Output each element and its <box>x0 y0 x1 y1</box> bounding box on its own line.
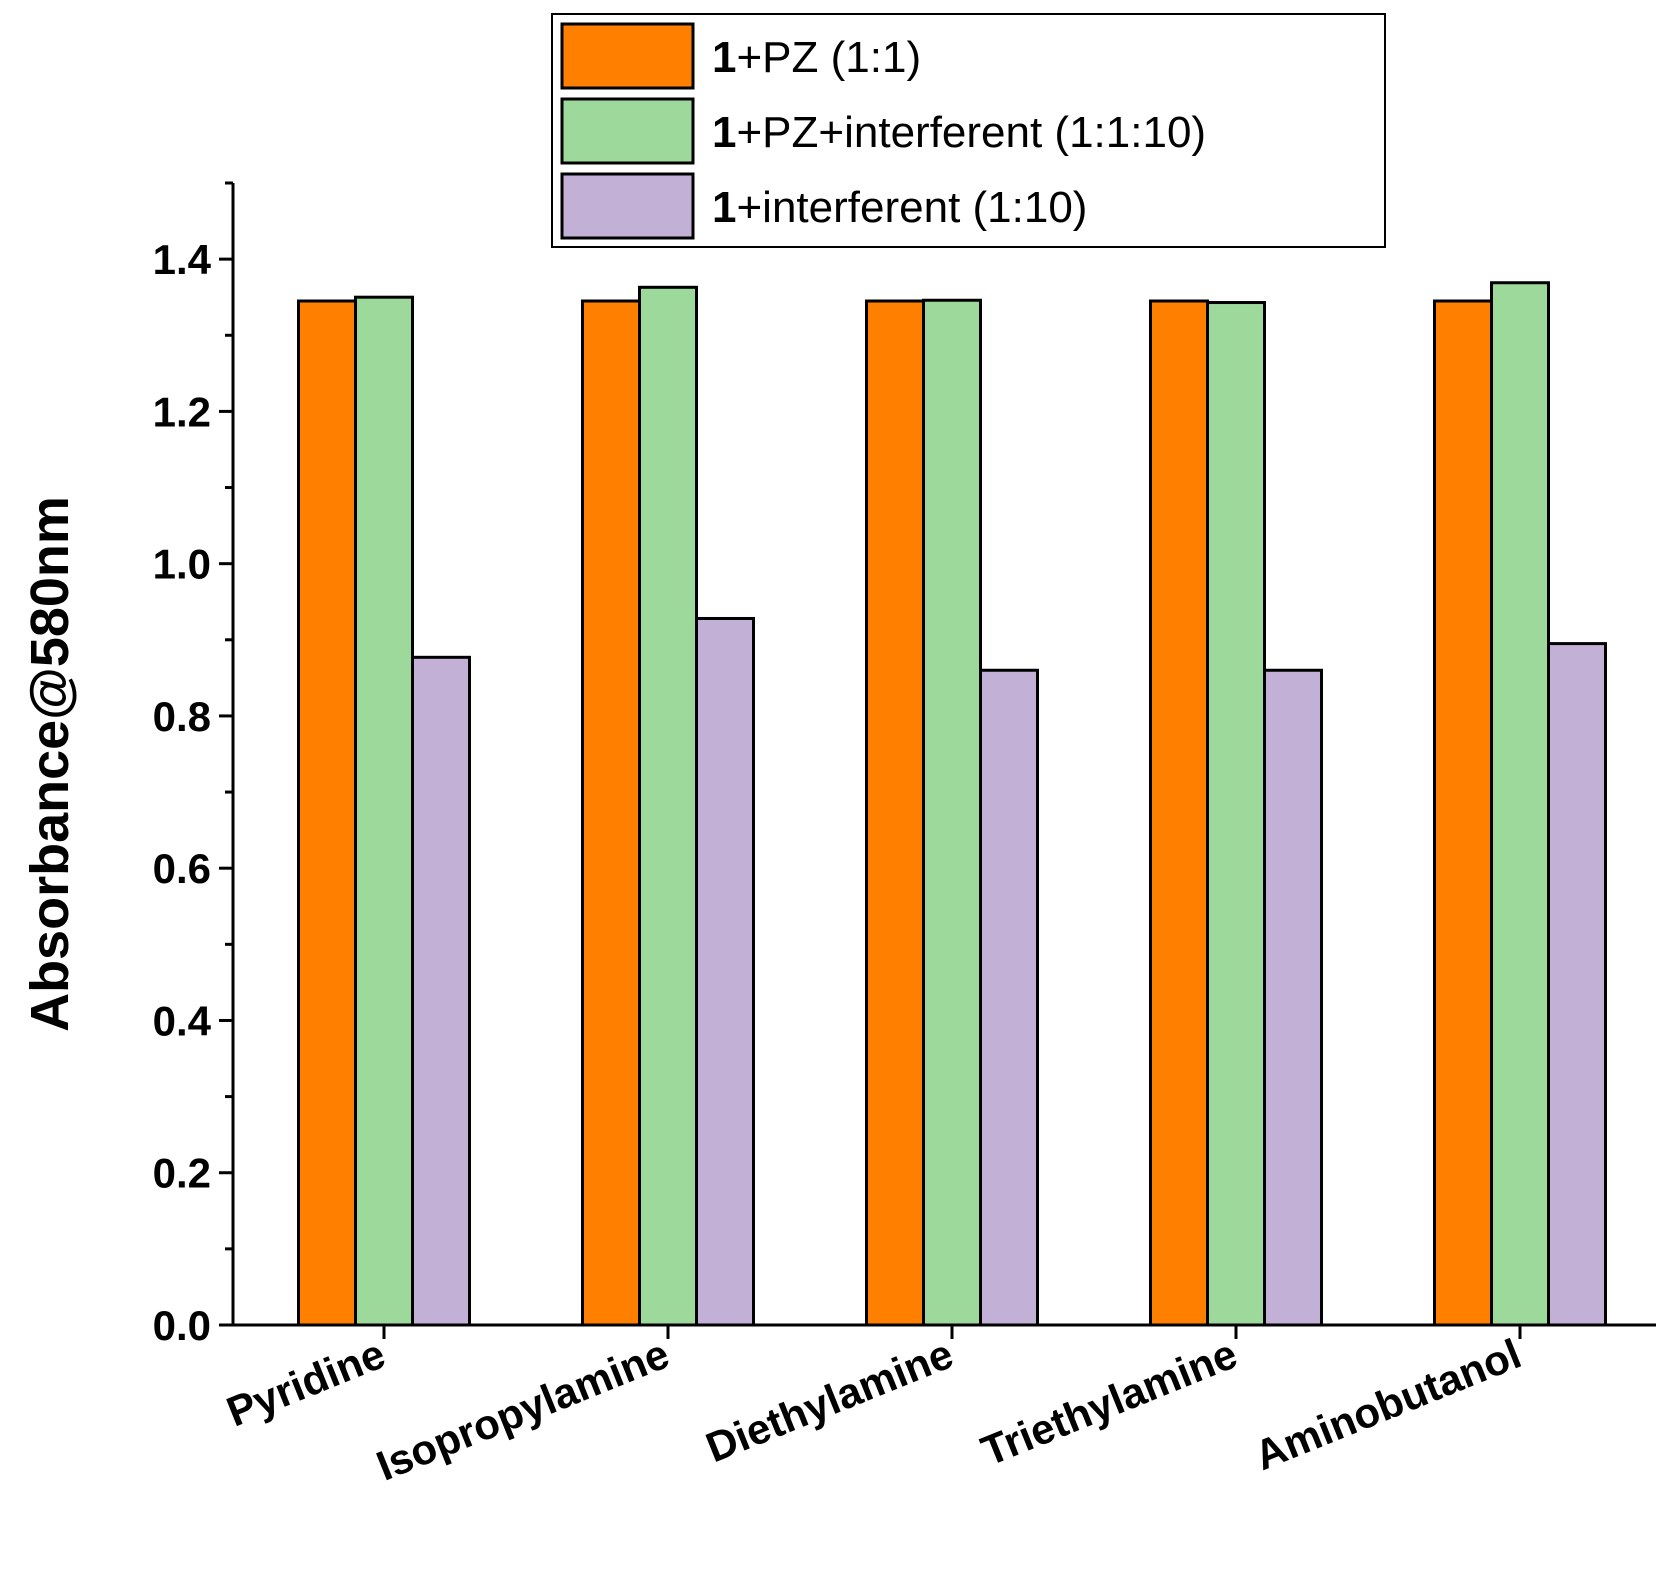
y-tick-label: 1.4 <box>153 236 212 283</box>
x-tick-label: Isopropylamine <box>370 1330 675 1490</box>
bar-series-1-diethylamine <box>865 299 925 1327</box>
legend-swatch-1 <box>560 22 695 90</box>
bar-series-2-triethylamine <box>1206 301 1266 1327</box>
y-tick-label: 0.0 <box>153 1302 211 1349</box>
bar-series-1-aminobutanol <box>1433 299 1493 1327</box>
y-axis-ticks: 0.0 0.2 0.4 0.6 0.8 1.0 1.2 1.4 <box>153 181 233 1349</box>
bar-series-1-pyridine <box>297 299 357 1327</box>
bar-series-3-isopropylamine <box>695 616 755 1327</box>
y-tick-label: 1.2 <box>153 388 211 435</box>
x-tick-label: Pyridine <box>220 1330 391 1436</box>
legend-entry-label: +PZ (1:1) <box>736 33 921 82</box>
y-tick-label: 0.6 <box>153 845 211 892</box>
x-tick-label: Aminobutanol <box>1248 1330 1527 1479</box>
legend-swatch-3 <box>560 172 695 240</box>
bar-series-2-aminobutanol <box>1490 281 1550 1327</box>
bar-series-3-pyridine <box>411 655 471 1327</box>
bar-series-2-isopropylamine <box>638 285 698 1327</box>
x-tick-label: Diethylamine <box>699 1330 959 1472</box>
y-tick-label: 0.2 <box>153 1150 211 1197</box>
legend-entry-2: 1+PZ+interferent (1:1:10) <box>712 108 1206 157</box>
bar-series-2-diethylamine <box>922 298 982 1327</box>
legend-entry-prefix: 1 <box>712 108 736 157</box>
x-tick-label: Triethylamine <box>975 1330 1244 1475</box>
bar-series-3-triethylamine <box>1263 668 1323 1327</box>
bar-series-1-triethylamine <box>1149 299 1209 1327</box>
bar-series-1-isopropylamine <box>581 299 641 1327</box>
y-tick-label: 0.4 <box>153 997 212 1044</box>
legend-entry-1: 1+PZ (1:1) <box>712 33 921 82</box>
legend-swatch-2 <box>560 97 695 165</box>
legend-entry-prefix: 1 <box>712 33 736 82</box>
legend: 1+PZ (1:1)1+PZ+interferent (1:1:10)1+int… <box>551 13 1386 248</box>
bar-series-3-aminobutanol <box>1547 642 1607 1327</box>
bar-series-3-diethylamine <box>979 668 1039 1327</box>
y-tick-label: 1.0 <box>153 541 211 588</box>
y-axis-title: Absorbance@580nm <box>20 496 80 1032</box>
legend-entry-3: 1+interferent (1:10) <box>712 183 1087 232</box>
legend-entry-label: +interferent (1:10) <box>736 183 1087 232</box>
axes <box>231 183 1656 1327</box>
plot-area <box>297 281 1607 1327</box>
legend-entry-prefix: 1 <box>712 183 736 232</box>
legend-entry-label: +PZ+interferent (1:1:10) <box>736 108 1206 157</box>
bar-series-2-pyridine <box>354 295 414 1327</box>
y-tick-label: 0.8 <box>153 693 211 740</box>
